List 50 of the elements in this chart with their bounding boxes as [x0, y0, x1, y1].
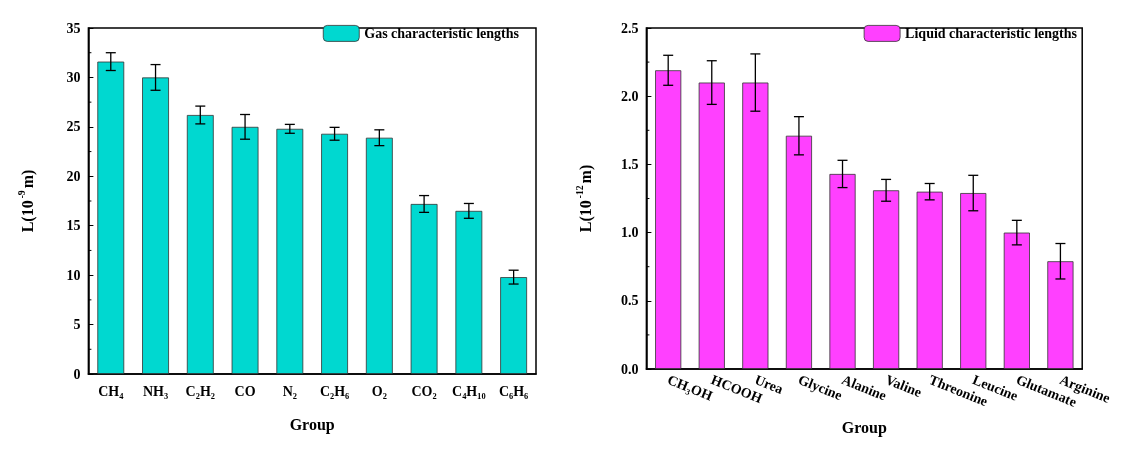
y-tick-label: 0.0 [620, 361, 639, 377]
bar [97, 61, 125, 374]
bar [276, 128, 304, 374]
y-tick-label: 0 [73, 366, 81, 382]
y-tick-label: 1.5 [620, 156, 639, 172]
legend-label: Liquid characteristic lengths [905, 25, 1078, 41]
x-tick-label: CO [234, 383, 256, 399]
bar [742, 82, 769, 369]
x-tick-label: NH₃ [142, 383, 169, 399]
bar [231, 126, 259, 374]
bar [186, 114, 214, 374]
y-tick-label: 35 [66, 20, 81, 36]
y-tick-label: 2.0 [620, 88, 639, 104]
bar [1047, 261, 1074, 369]
bar [455, 210, 483, 374]
x-tick-label: C₆H₆ [498, 383, 529, 399]
y-tick-label: 10 [66, 267, 81, 283]
x-tick-label: CH₄ [98, 383, 125, 399]
x-tick-label: CO₂ [411, 383, 437, 399]
y-tick-label: 25 [66, 119, 81, 135]
bar [873, 190, 900, 369]
x-tick-label: C₄H₁₀ [452, 383, 486, 399]
y-tick-label: 20 [66, 168, 81, 184]
x-tick-label: O₂ [371, 383, 387, 399]
y-tick-label: 1.0 [620, 225, 639, 241]
y-tick-label: 2.5 [620, 20, 639, 36]
x-tick-label: N₂ [282, 383, 297, 399]
legend-label: Gas characteristic lengths [364, 25, 520, 41]
x-tick-label: C₂H₂ [185, 383, 215, 399]
bar [142, 77, 169, 374]
bar [500, 277, 528, 374]
y-tick-label: 15 [66, 218, 81, 234]
bar [410, 203, 438, 374]
bar [655, 70, 682, 369]
x-axis-title: Group [289, 415, 335, 434]
y-axis-title: L(10-12m) [573, 164, 596, 233]
bar [1003, 232, 1030, 369]
y-axis-title: L(10-9m) [15, 169, 38, 233]
bar [785, 135, 813, 369]
x-axis-title: Group [841, 418, 887, 437]
bar [698, 82, 725, 369]
bar [916, 191, 943, 369]
bar [365, 137, 393, 374]
x-tick-label: C₂H₆ [319, 383, 350, 399]
bar [960, 193, 987, 369]
y-tick-label: 5 [73, 317, 81, 333]
bar [321, 133, 349, 374]
y-tick-label: 0.5 [620, 293, 639, 309]
y-tick-label: 30 [66, 69, 81, 85]
bar [829, 173, 856, 369]
